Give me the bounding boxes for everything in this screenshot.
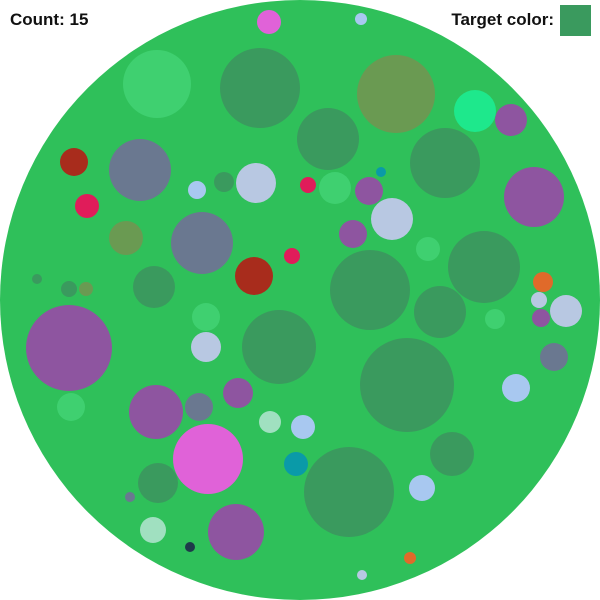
game-circle[interactable] [75, 194, 99, 218]
game-circle[interactable] [502, 374, 530, 402]
count-display: Count: 15 [10, 10, 88, 30]
game-circle[interactable] [32, 274, 42, 284]
game-circle[interactable] [171, 212, 233, 274]
game-circle[interactable] [297, 108, 359, 170]
game-circle[interactable] [540, 343, 568, 371]
game-circle[interactable] [259, 411, 281, 433]
game-circle[interactable] [448, 231, 520, 303]
game-circle[interactable] [409, 475, 435, 501]
game-circle[interactable] [532, 309, 550, 327]
game-circle[interactable] [355, 177, 383, 205]
game-circle[interactable] [319, 172, 351, 204]
game-circle[interactable] [330, 250, 410, 330]
game-circle[interactable] [79, 282, 93, 296]
game-circle[interactable] [220, 48, 300, 128]
game-circle[interactable] [185, 542, 195, 552]
game-circle[interactable] [360, 338, 454, 432]
game-circle[interactable] [416, 237, 440, 261]
game-circle[interactable] [495, 104, 527, 136]
game-circle[interactable] [357, 570, 367, 580]
game-circle[interactable] [533, 272, 553, 292]
circles-layer [26, 10, 582, 580]
game-circle[interactable] [173, 424, 243, 494]
game-circle[interactable] [133, 266, 175, 308]
game-circle[interactable] [371, 198, 413, 240]
game-circle[interactable] [109, 221, 143, 255]
game-circle[interactable] [430, 432, 474, 476]
game-circle[interactable] [550, 295, 582, 327]
game-circle[interactable] [60, 148, 88, 176]
game-circle[interactable] [192, 303, 220, 331]
game-circle[interactable] [531, 292, 547, 308]
game-circle[interactable] [376, 167, 386, 177]
game-circle[interactable] [123, 50, 191, 118]
game-circle[interactable] [454, 90, 496, 132]
game-circle[interactable] [57, 393, 85, 421]
game-circle[interactable] [304, 447, 394, 537]
game-circle[interactable] [185, 393, 213, 421]
game-circle[interactable] [208, 504, 264, 560]
target-color-swatch [560, 4, 591, 36]
target-color-label: Target color: [451, 10, 554, 29]
target-color-display: Target color: [451, 4, 591, 36]
game-circle[interactable] [191, 332, 221, 362]
game-circle[interactable] [355, 13, 367, 25]
game-circle[interactable] [504, 167, 564, 227]
count-label: Count: [10, 10, 65, 29]
game-circle[interactable] [284, 452, 308, 476]
game-circle[interactable] [140, 517, 166, 543]
game-circle[interactable] [257, 10, 281, 34]
game-circle[interactable] [357, 55, 435, 133]
game-circle[interactable] [26, 305, 112, 391]
game-circle[interactable] [339, 220, 367, 248]
game-circle[interactable] [236, 163, 276, 203]
game-circle[interactable] [404, 552, 416, 564]
game-circle[interactable] [284, 248, 300, 264]
game-circle[interactable] [410, 128, 480, 198]
game-circle[interactable] [138, 463, 178, 503]
game-circle[interactable] [188, 181, 206, 199]
game-circle[interactable] [61, 281, 77, 297]
count-value: 15 [69, 10, 89, 29]
game-circle[interactable] [300, 177, 316, 193]
game-circle[interactable] [414, 286, 466, 338]
game-circle[interactable] [223, 378, 253, 408]
game-circle[interactable] [125, 492, 135, 502]
game-circle[interactable] [485, 309, 505, 329]
game-circle[interactable] [129, 385, 183, 439]
game-circle[interactable] [242, 310, 316, 384]
game-circle[interactable] [109, 139, 171, 201]
game-circle[interactable] [214, 172, 234, 192]
game-circle[interactable] [291, 415, 315, 439]
game-circle[interactable] [235, 257, 273, 295]
